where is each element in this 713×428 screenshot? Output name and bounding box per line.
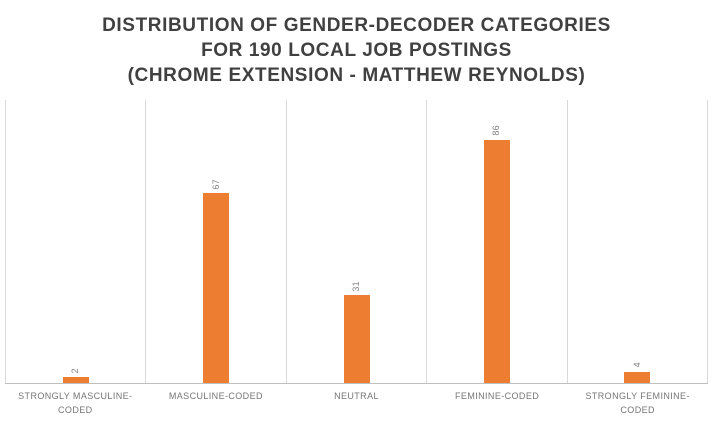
bar [624,371,651,383]
bar-value-label: 67 [210,178,221,190]
bar-slot: 67 [146,100,287,383]
bar-value-label: 86 [491,125,502,136]
chart-title-line-2: FOR 190 LOCAL JOB POSTINGS [201,40,512,62]
bar-slot: 4 [568,100,709,383]
chart-title-line-1: DISTRIBUTION OF GENDER-DECODER CATEGORIE… [102,15,611,36]
plot-area: 2 67 31 86 4 [5,100,709,384]
bar [343,295,370,383]
chart-title-line-3: (CHROME EXTENSION - MATTHEW REYNOLDS) [127,65,586,87]
bar [483,139,510,383]
category-label: NEUTRAL [334,391,379,401]
category-label: MASCULINE-CODED [168,391,263,401]
bar-value-label: 31 [351,280,362,292]
category-axis: STRONGLY MASCULINE-CODED MASCULINE-CODED N… [5,384,708,417]
chart-title: DISTRIBUTION OF GENDER-DECODER CATEGORIE… [0,0,713,88]
category-label: STRONGLY MASCULINE-CODED [18,391,133,415]
bar-value-label: 2 [70,368,81,374]
bar-chart: 2 67 31 86 4 STRONGLY MASCULINE-CODED MASCULI… [5,100,709,422]
category-label: FEMININE-CODED [455,391,540,401]
bar [62,377,89,383]
bar-slot: 2 [5,100,147,383]
category-label: STRONGLY FEMININE-CODED [585,391,690,415]
bar-slot: 86 [427,100,568,383]
bar [203,193,230,383]
bar-slot: 31 [287,100,428,383]
bar-value-label: 4 [631,362,642,368]
